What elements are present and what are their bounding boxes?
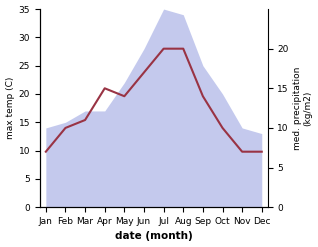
Y-axis label: med. precipitation
(kg/m2): med. precipitation (kg/m2) — [293, 66, 313, 150]
X-axis label: date (month): date (month) — [115, 231, 193, 242]
Y-axis label: max temp (C): max temp (C) — [5, 77, 15, 139]
